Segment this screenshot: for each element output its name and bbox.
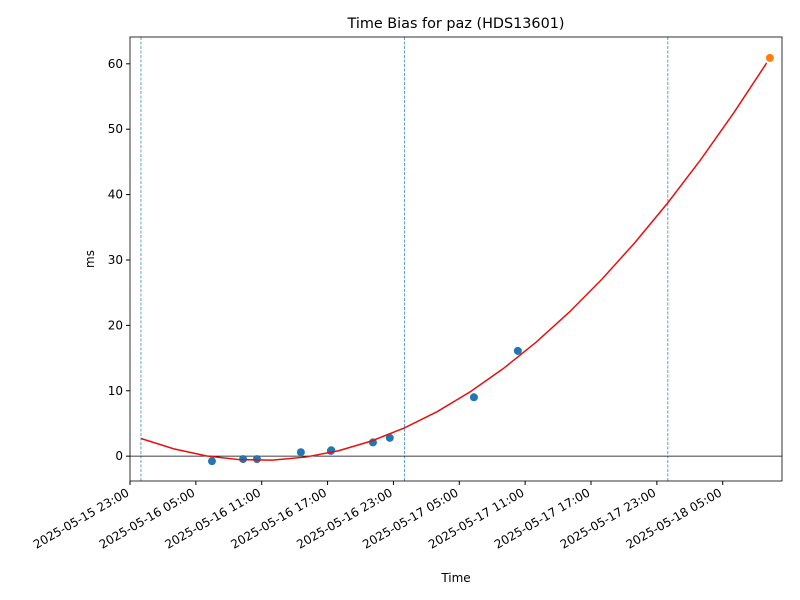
y-tick-label: 0	[115, 449, 123, 463]
point	[385, 433, 394, 442]
x-axis-label: Time	[440, 571, 470, 585]
point	[765, 53, 774, 62]
y-tick-label: 30	[108, 253, 123, 267]
y-tick-label: 40	[108, 188, 123, 202]
point	[252, 455, 261, 464]
y-tick-label: 50	[108, 122, 123, 136]
plot-frame	[129, 36, 783, 482]
y-tick-label: 20	[108, 318, 123, 332]
point	[207, 457, 216, 466]
fit-line	[140, 62, 768, 461]
point	[469, 393, 478, 402]
point	[296, 448, 305, 457]
chart-title: Time Bias for paz (HDS13601)	[346, 16, 564, 32]
y-tick-label: 60	[108, 57, 123, 71]
y-tick-label: 10	[108, 384, 123, 398]
point	[513, 346, 522, 355]
y-axis-label: ms	[83, 250, 97, 268]
